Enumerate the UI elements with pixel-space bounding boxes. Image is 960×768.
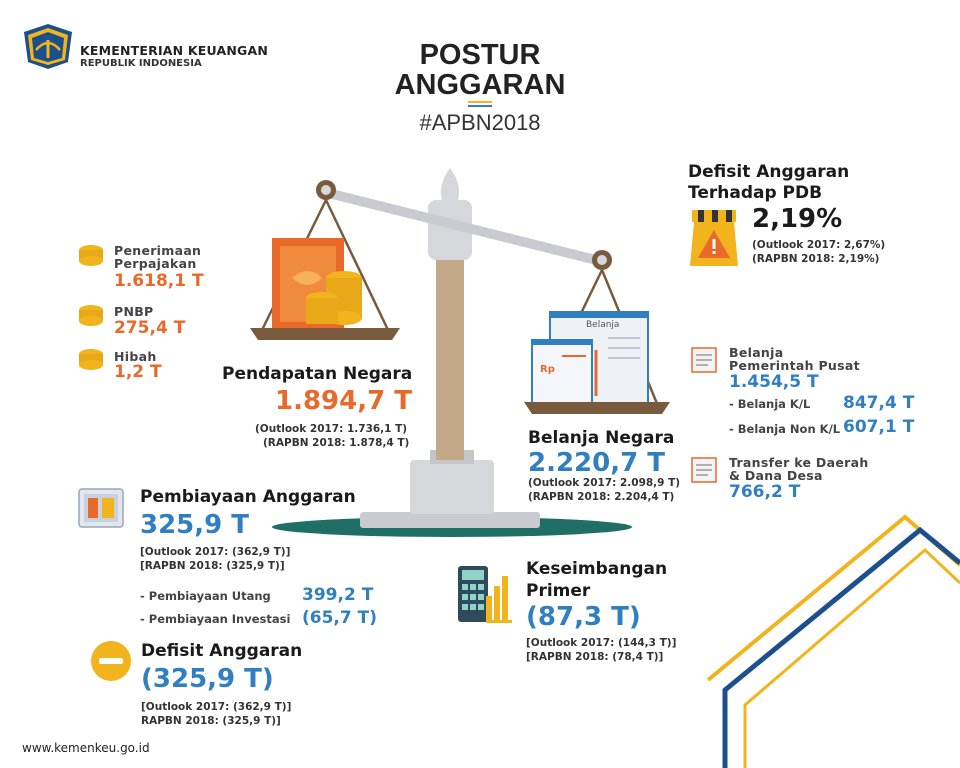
defisit-heading: Defisit Anggaran [141, 641, 303, 661]
minus-circle-icon [91, 641, 131, 681]
pembiayaan-utang-value: 399,2 T [302, 585, 374, 605]
document-icon [691, 347, 717, 373]
ministry-subtitle: REPUBLIK INDONESIA [80, 58, 202, 69]
keseimbangan-heading: Keseimbangan Primer [526, 558, 667, 602]
belanja-rapbn: (RAPBN 2018: 2.204,4 T) [528, 491, 675, 503]
keseimbangan-rapbn: [RAPBN 2018: (78,4 T)] [526, 651, 664, 663]
revenue-tax-label-1: Penerimaan [114, 243, 202, 258]
belanja-nonkl-label: - Belanja Non K/L [729, 422, 841, 436]
corner-decoration [706, 514, 960, 768]
revenue-pnbp-value: 275,4 T [114, 318, 186, 338]
belanja-pusat-label-1: Belanja [729, 345, 784, 360]
defisit-pdb-outlook: (Outlook 2017: 2,67%) [752, 239, 886, 251]
pendapatan-value: 1.894,7 T [275, 386, 412, 416]
revenue-sources: Penerimaan Perpajakan 1.618,1 T PNBP 275… [78, 242, 238, 392]
pendapatan-heading: Pendapatan Negara [222, 364, 413, 384]
title-underline [468, 101, 492, 103]
page-title: POSTUR ANGGARAN [380, 40, 580, 100]
keseimbangan-outlook: [Outlook 2017: (144,3 T)] [526, 637, 677, 649]
defisit-pdb-rapbn: (RAPBN 2018: 2,19%) [752, 253, 880, 265]
pembiayaan-heading: Pembiayaan Anggaran [140, 487, 356, 507]
belanja-outlook: (Outlook 2017: 2.098,9 T) [528, 477, 681, 489]
document-icon [691, 457, 717, 483]
belanja-kl-value: 847,4 T [843, 393, 915, 413]
title-line-2: ANGGARAN [394, 69, 566, 101]
title-underline-2 [468, 105, 492, 107]
transfer-label-1: Transfer ke Daerah [729, 455, 869, 470]
belanja-pusat-label: Belanja Pemerintah Pusat [729, 346, 860, 372]
belanja-kl-label: - Belanja K/L [729, 397, 811, 411]
defisit-rapbn: RAPBN 2018: (325,9 T)] [141, 715, 281, 727]
garuda-emblem-icon [24, 24, 72, 69]
transfer-value: 766,2 T [729, 482, 801, 502]
title-line-1: POSTUR [419, 39, 541, 71]
defisit-pdb-heading-1: Defisit Anggaran [688, 162, 850, 182]
svg-text:Rp: Rp [540, 364, 555, 375]
defisit-pdb-value: 2,19% [752, 204, 843, 234]
defisit-outlook: [Outlook 2017: (362,9 T)] [141, 701, 292, 713]
transfer-label: Transfer ke Daerah & Dana Desa [729, 456, 869, 482]
pembiayaan-investasi-value: (65,7 T) [302, 608, 377, 628]
belanja-heading: Belanja Negara [528, 428, 675, 448]
ministry-name: KEMENTERIAN KEUANGAN [80, 43, 269, 58]
belanja-pusat-label-2: Pemerintah Pusat [729, 358, 860, 373]
revenue-tax-label-2: Perpajakan [114, 256, 197, 271]
warning-sign-icon [690, 210, 738, 266]
scale-document-label: Belanja [586, 320, 620, 330]
calculator-chart-icon [458, 566, 512, 623]
coin-stack-icon [79, 349, 103, 370]
transfer-label-2: & Dana Desa [729, 468, 823, 483]
revenue-hibah-value: 1,2 T [114, 362, 162, 382]
defisit-pdb-heading-2: Terhadap PDB [688, 183, 823, 203]
keseimbangan-heading-1: Keseimbangan [526, 559, 668, 579]
keseimbangan-heading-2: Primer [526, 581, 591, 601]
coin-stack-icon [79, 245, 103, 266]
revenue-tax-value: 1.618,1 T [114, 271, 204, 291]
pembiayaan-investasi-label: - Pembiayaan Investasi [140, 612, 291, 626]
belanja-value: 2.220,7 T [528, 448, 665, 478]
pembiayaan-rapbn: [RAPBN 2018: (325,9 T)] [140, 560, 285, 572]
revenue-hibah-label: Hibah [114, 349, 157, 364]
pendapatan-outlook: (Outlook 2017: 1.736,1 T) [255, 423, 408, 435]
defisit-value: (325,9 T) [141, 664, 274, 694]
pembiayaan-utang-label: - Pembiayaan Utang [140, 589, 271, 603]
footer-url[interactable]: www.kemenkeu.go.id [22, 741, 150, 755]
defisit-pdb-heading: Defisit Anggaran Terhadap PDB [688, 162, 849, 204]
revenue-pnbp-label: PNBP [114, 304, 154, 319]
hashtag: #APBN2018 [419, 110, 541, 135]
belanja-pusat-value: 1.454,5 T [729, 372, 819, 392]
ministry-logo [22, 22, 74, 70]
belanja-nonkl-value: 607,1 T [843, 417, 915, 437]
coin-stack-icon [79, 305, 103, 326]
keseimbangan-value: (87,3 T) [526, 602, 641, 632]
pendapatan-rapbn: (RAPBN 2018: 1.878,4 T) [263, 437, 410, 449]
pembiayaan-outlook: [Outlook 2017: (362,9 T)] [140, 546, 291, 558]
balance-scale-illustration: Rp [250, 168, 670, 537]
pembiayaan-value: 325,9 T [140, 510, 250, 540]
safe-vault-icon [78, 488, 124, 528]
